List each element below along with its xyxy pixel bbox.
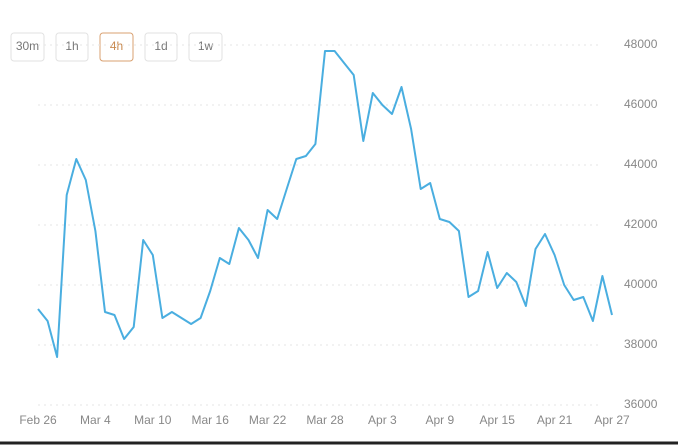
x-tick-label: Apr 27: [594, 413, 630, 427]
x-tick-label: Mar 16: [192, 413, 230, 427]
interval-label[interactable]: 1w: [198, 39, 214, 53]
y-tick-label: 38000: [624, 337, 658, 351]
interval-button[interactable]: [99, 32, 134, 62]
y-tick-label: 46000: [624, 97, 658, 111]
x-tick-label: Mar 4: [80, 413, 111, 427]
interval-button[interactable]: [10, 32, 45, 62]
y-tick-label: 40000: [624, 277, 658, 291]
y-tick-label: 48000: [624, 37, 658, 51]
y-tick-label: 36000: [624, 397, 658, 411]
x-tick-label: Mar 10: [134, 413, 172, 427]
x-tick-label: Mar 22: [249, 413, 287, 427]
interval-label[interactable]: 1h: [65, 39, 78, 53]
interval-button[interactable]: [55, 32, 89, 62]
x-tick-label: Mar 28: [306, 413, 344, 427]
interval-button[interactable]: [188, 32, 223, 62]
x-tick-label: Apr 9: [425, 413, 454, 427]
y-tick-label: 42000: [624, 217, 658, 231]
x-tick-label: Apr 21: [537, 413, 573, 427]
x-tick-label: Apr 3: [368, 413, 397, 427]
interval-button[interactable]: [144, 32, 178, 62]
price-line: [37, 50, 613, 358]
interval-label[interactable]: 1d: [154, 39, 167, 53]
x-tick-label: Feb 26: [19, 413, 57, 427]
y-tick-label: 44000: [624, 157, 658, 171]
interval-label[interactable]: 30m: [16, 39, 39, 53]
x-tick-label: Apr 15: [480, 413, 516, 427]
interval-label[interactable]: 4h: [110, 39, 123, 53]
